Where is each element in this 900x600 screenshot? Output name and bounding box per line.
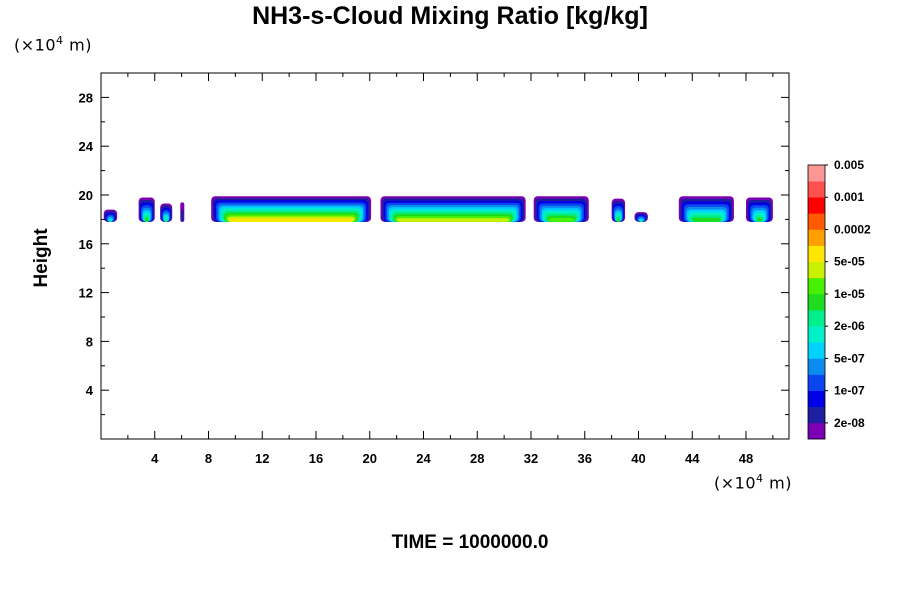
colorbar: 2e-08 1e-07 5e-07 2e-06 1e-05 5e-05 0.0002 0.00…	[807, 158, 871, 440]
x-tick-label: 44	[685, 451, 700, 466]
cloud-band	[548, 217, 575, 222]
x-tick-label: 28	[470, 451, 484, 466]
colorbar-swatch	[808, 342, 825, 359]
colorbar-swatch	[808, 261, 825, 279]
x-tick-label: 36	[578, 451, 592, 466]
x-tick-label: 32	[524, 451, 538, 466]
colorbar-swatch	[808, 293, 825, 311]
y-unit-suffix: m)	[63, 35, 92, 55]
x-tick-label: 20	[363, 451, 377, 466]
colorbar-label: 2e-06	[834, 319, 865, 333]
y-axis-unit: (×104 m)	[14, 34, 92, 54]
colorbar-label: 1e-07	[834, 384, 865, 398]
colorbar-swatch	[808, 310, 825, 327]
cloud-field	[103, 196, 773, 222]
cloud-band	[396, 218, 510, 222]
colorbar-label: 0.001	[834, 190, 864, 204]
cloud-band	[108, 219, 113, 222]
plot-background	[101, 73, 789, 439]
cloud-band	[756, 217, 763, 222]
colorbar-label: 5e-07	[834, 351, 865, 365]
colorbar-swatch	[808, 390, 825, 408]
y-tick-label: 24	[79, 139, 94, 154]
colorbar-frame	[807, 164, 826, 440]
colorbar-swatch	[808, 326, 825, 343]
plot-frame	[100, 72, 790, 440]
colorbar-label: 0.0002	[834, 222, 871, 236]
colorbar-label: 1e-05	[834, 287, 865, 301]
time-label: TIME = 1000000.0	[391, 532, 549, 553]
y-unit-exponent: 4	[56, 34, 64, 47]
y-tick-label: 8	[86, 334, 93, 349]
colorbar-swatch	[808, 374, 825, 391]
cloud-band	[228, 218, 354, 222]
colorbar-label: 0.005	[834, 158, 864, 172]
x-tick-label: 16	[309, 451, 323, 466]
colorbar-swatch	[808, 277, 825, 295]
colorbar-swatch	[808, 165, 825, 182]
cloud-band	[180, 209, 184, 222]
colorbar-label: 2e-08	[834, 416, 865, 430]
x-tick-label: 48	[739, 451, 753, 466]
y-tick-label: 28	[79, 90, 93, 105]
cloud-band	[145, 217, 149, 222]
x-tick-label: 4	[151, 451, 159, 466]
colorbar-swatch	[808, 229, 825, 246]
colorbar-swatch	[808, 422, 825, 440]
plot-area	[100, 72, 790, 440]
x-tick-label: 40	[631, 451, 645, 466]
cloud-band	[617, 217, 620, 222]
x-tick-label: 8	[205, 451, 212, 466]
y-tick-label: 12	[79, 286, 93, 301]
colorbar-swatch	[808, 213, 825, 230]
colorbar-swatch	[808, 406, 825, 424]
cloud-band	[639, 219, 643, 222]
x-unit-prefix: (×10	[714, 473, 757, 493]
y-axis: 4 8 12 16 20 24 28	[79, 90, 789, 416]
y-unit-prefix: (×10	[14, 35, 57, 55]
y-tick-label: 4	[86, 383, 94, 398]
colorbar-swatch	[808, 245, 825, 263]
chart-title: NH3-s-Cloud Mixing Ratio [kg/kg]	[252, 2, 648, 30]
x-unit-suffix: m)	[763, 473, 792, 493]
cloud-band	[691, 217, 722, 222]
y-tick-label: 16	[79, 237, 93, 252]
x-unit-exponent: 4	[756, 472, 764, 485]
colorbar-swatch	[808, 197, 825, 214]
y-tick-label: 20	[79, 188, 93, 203]
x-axis: 4 8 12 16 20 24 28 32 36 40 44 48	[127, 73, 774, 466]
x-axis-unit: (×104 m)	[714, 472, 792, 492]
cloud-band	[164, 218, 168, 222]
colorbar-swatch	[808, 358, 825, 375]
colorbar-swatch	[808, 181, 825, 198]
x-tick-label: 12	[255, 451, 269, 466]
colorbar-label: 5e-05	[834, 255, 865, 269]
x-tick-label: 24	[416, 451, 431, 466]
